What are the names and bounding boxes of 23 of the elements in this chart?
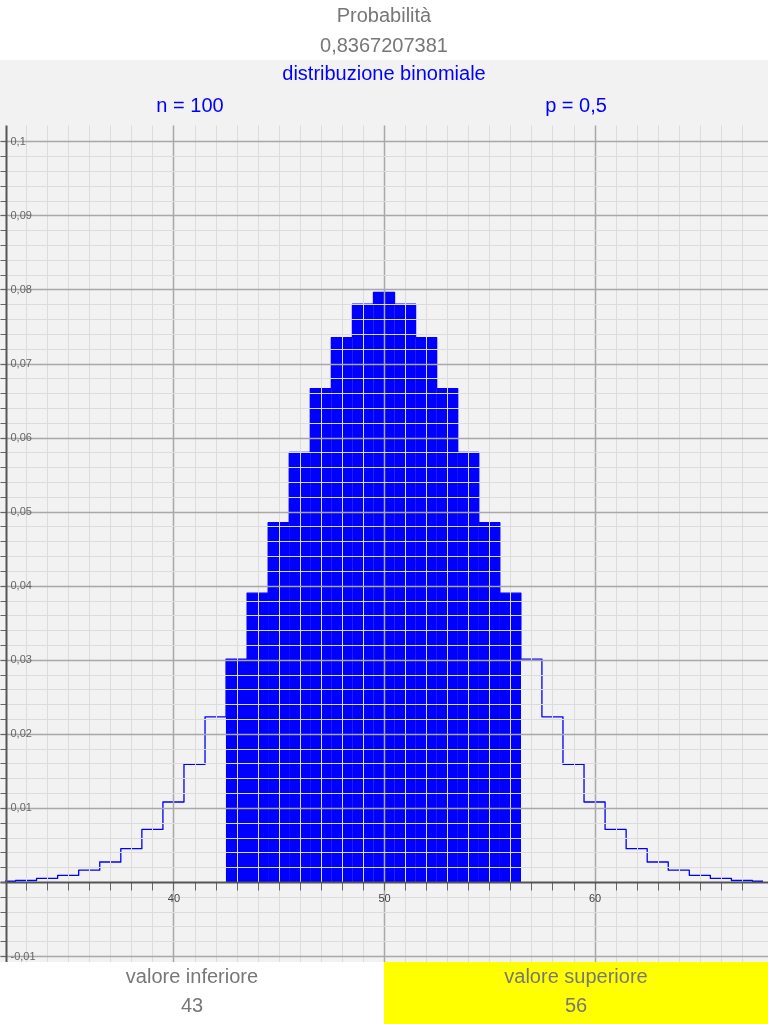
x-tick-label: 50 [378,891,391,904]
y-tick-label: 0,09 [10,208,32,221]
y-tick-label: 0,04 [10,579,32,592]
y-tick-label: 0,05 [10,505,32,518]
y-tick-label: 0,1 [10,134,26,147]
y-tick-label: 0,03 [10,653,32,666]
text: valore superiore [504,965,648,987]
text: distribuzione binomiale [282,62,486,85]
y-tick-label: 0,06 [10,431,32,444]
text: valore inferiore [125,965,259,987]
y-tick-label: -0,01 [10,949,36,962]
y-tick-label: 0,07 [10,357,32,370]
x-tick-label: 60 [588,891,602,904]
text: p = 0,5 [545,94,607,117]
chart-subtitle: 0,8367207381 [319,33,449,58]
text: n = 100 [156,94,224,117]
text: 43 [180,994,204,1016]
text: 56 [564,994,588,1016]
chart-title: Probabilità [335,3,433,28]
y-tick-label: 0,08 [10,282,32,295]
x-tick-label: 40 [167,891,181,904]
y-tick-label: 0,01 [10,801,32,814]
y-tick-label: 0,02 [10,727,32,740]
